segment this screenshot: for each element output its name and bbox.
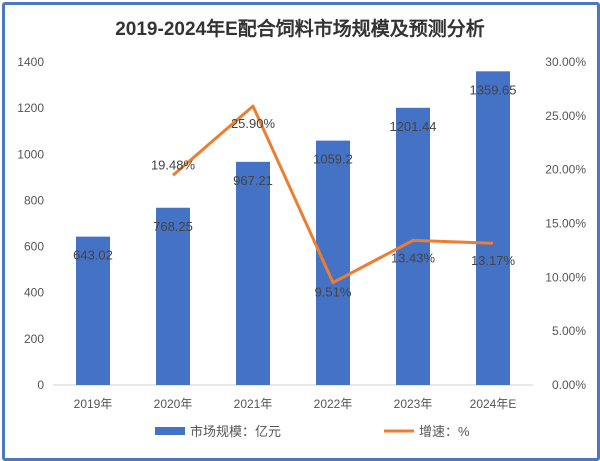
left-axis-tick-label: 1000	[17, 147, 44, 161]
bar-data-label: 643.02	[73, 248, 113, 263]
line-data-label: 25.90%	[231, 116, 276, 131]
bar-data-label: 1201.44	[390, 119, 437, 134]
bar	[76, 236, 110, 385]
x-axis-tick-label: 2019年	[74, 397, 113, 411]
left-axis-tick-label: 400	[24, 286, 44, 300]
right-axis-tick-label: 10.00%	[545, 270, 586, 284]
left-axis-tick-label: 800	[24, 193, 44, 207]
x-axis-tick-label: 2021年	[234, 397, 273, 411]
x-axis-tick-label: 2023年	[394, 397, 433, 411]
bar	[476, 71, 510, 385]
line-data-label: 19.48%	[151, 157, 196, 172]
right-axis-tick-label: 15.00%	[545, 217, 586, 231]
chart-title: 2019-2024年E配合饲料市场规模及预测分析	[115, 17, 485, 40]
growth-line	[172, 104, 494, 285]
bar-data-label: 1059.2	[313, 152, 353, 167]
left-axis-tick-label: 1200	[17, 101, 44, 115]
legend-line-label: 增速：%	[419, 424, 470, 439]
left-axis-tick-label: 1400	[17, 55, 44, 69]
line-data-label: 9.51%	[315, 285, 352, 300]
left-axis-tick-label: 0	[37, 378, 44, 392]
bar-data-label: 967.21	[233, 173, 273, 188]
right-axis-tick-label: 5.00%	[552, 324, 586, 338]
bar	[316, 140, 350, 385]
line-data-label: 13.17%	[471, 253, 516, 268]
bar	[236, 161, 270, 385]
x-axis-tick-label: 2022年	[314, 397, 353, 411]
legend-bar-label: 市场规模：亿元	[190, 424, 281, 439]
right-axis-tick-label: 20.00%	[545, 163, 586, 177]
bar	[156, 207, 190, 385]
x-axis-tick-label: 2024年E	[470, 397, 517, 411]
bar-data-label: 1359.65	[470, 82, 517, 97]
legend-bar-swatch	[155, 427, 185, 435]
right-axis-tick-label: 0.00%	[552, 378, 586, 392]
left-axis-tick-label: 600	[24, 240, 44, 254]
left-axis-tick-label: 200	[24, 332, 44, 346]
line-data-label: 13.43%	[391, 250, 436, 265]
x-axis-tick-label: 2020年	[154, 397, 193, 411]
right-axis-tick-label: 30.00%	[545, 55, 586, 69]
bar-data-label: 768.25	[153, 219, 193, 234]
right-axis-tick-label: 25.00%	[545, 109, 586, 123]
